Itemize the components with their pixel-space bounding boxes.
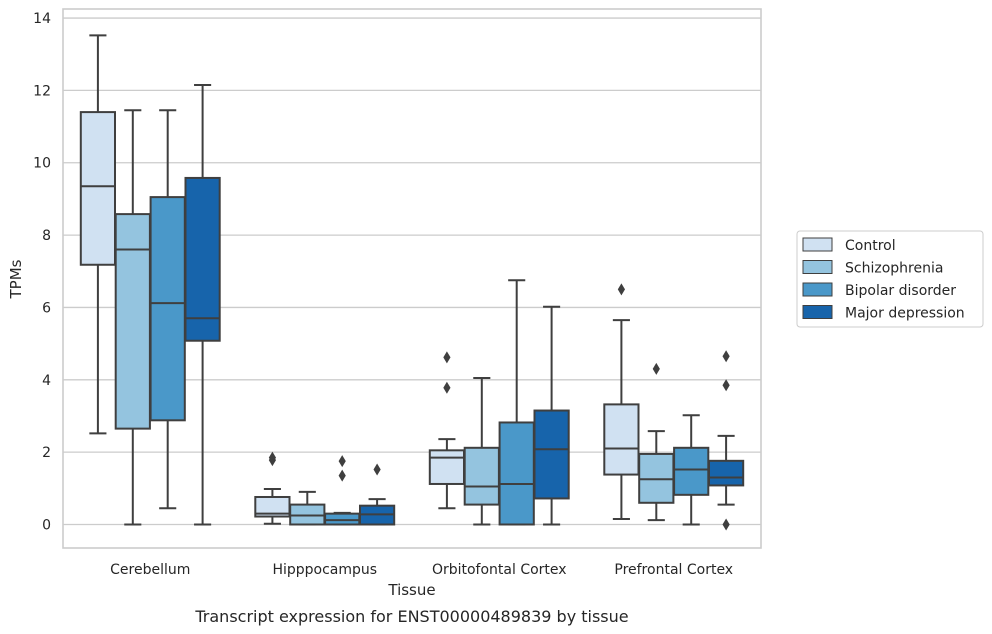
flier-point	[722, 379, 730, 392]
box-schizophrenia-0	[114, 109, 151, 526]
box-iqr	[114, 213, 151, 430]
box-bipolar-disorder-1	[324, 455, 361, 526]
box-schizophrenia-2	[463, 376, 500, 526]
box-major-depression-1	[358, 463, 396, 526]
box-iqr	[707, 459, 745, 487]
box-bipolar-disorder-0	[149, 109, 186, 510]
y-tick-labels: 0 2 4 6 8 10 12 14	[33, 11, 51, 533]
flier-point	[338, 469, 346, 482]
box-bipolar-disorder-3	[673, 414, 710, 526]
box-iqr	[149, 196, 186, 422]
y-tick-label-6: 6	[42, 300, 51, 316]
x-axis-label: Tissue	[387, 581, 435, 599]
legend-label-3: Major depression	[845, 306, 965, 322]
box-iqr	[184, 176, 221, 342]
legend: Control Schizophrenia Bipolar disorder Majo…	[796, 230, 984, 328]
flier-point	[338, 455, 346, 468]
legend-swatch-2	[802, 282, 833, 297]
box-major-depression-2	[533, 305, 570, 526]
x-tick-label-2: Orbitofontal Cortex	[432, 562, 567, 578]
plot-area-frame	[62, 8, 762, 549]
legend-swatch-0	[802, 237, 833, 252]
x-tick-label-3: Prefrontal Cortex	[614, 562, 733, 578]
flier-point	[373, 463, 381, 476]
box-control-3	[603, 283, 640, 521]
legend-label-0: Control	[845, 238, 896, 254]
box-major-depression-3	[707, 350, 745, 531]
y-tick-label-8: 8	[42, 228, 51, 244]
y-axis-label: TPMs	[7, 259, 25, 299]
boxes	[79, 34, 745, 531]
y-tick-label-4: 4	[42, 373, 51, 389]
box-control-2	[428, 351, 466, 510]
box-control-0	[79, 34, 117, 435]
box-iqr	[673, 446, 710, 496]
legend-frame	[796, 230, 984, 328]
y-tick-label-0: 0	[42, 517, 51, 533]
y-tick-label-2: 2	[42, 445, 51, 461]
y-tick-label-12: 12	[33, 83, 51, 99]
flier-point	[617, 283, 625, 296]
box-iqr	[79, 111, 117, 266]
legend-swatch-1	[802, 260, 833, 274]
flier-point	[722, 518, 730, 531]
legend-swatch-3	[802, 305, 833, 319]
box-iqr	[533, 409, 570, 500]
flier-point	[268, 451, 276, 464]
y-tick-label-10: 10	[33, 156, 51, 172]
box-iqr	[463, 446, 500, 506]
flier-point	[722, 350, 730, 363]
box-iqr	[603, 403, 640, 476]
flier-point	[443, 381, 451, 394]
x-tick-label-1: Hipppocampus	[272, 562, 377, 578]
box-iqr	[428, 449, 466, 485]
box-iqr	[324, 512, 361, 526]
y-tick-label-14: 14	[33, 11, 51, 27]
legend-label-2: Bipolar disorder	[845, 283, 956, 299]
box-schizophrenia-3	[638, 362, 675, 522]
flier-point	[443, 351, 451, 364]
box-major-depression-0	[184, 83, 221, 526]
chart-caption: Transcript expression for ENST0000048983…	[194, 607, 628, 626]
box-iqr	[498, 421, 535, 526]
flier-point	[652, 362, 660, 375]
legend-label-1: Schizophrenia	[845, 261, 943, 277]
x-tick-label-0: Cerebellum	[110, 562, 190, 578]
x-tick-labels: Cerebellum Hipppocampus Orbitofontal Corte…	[110, 562, 733, 578]
